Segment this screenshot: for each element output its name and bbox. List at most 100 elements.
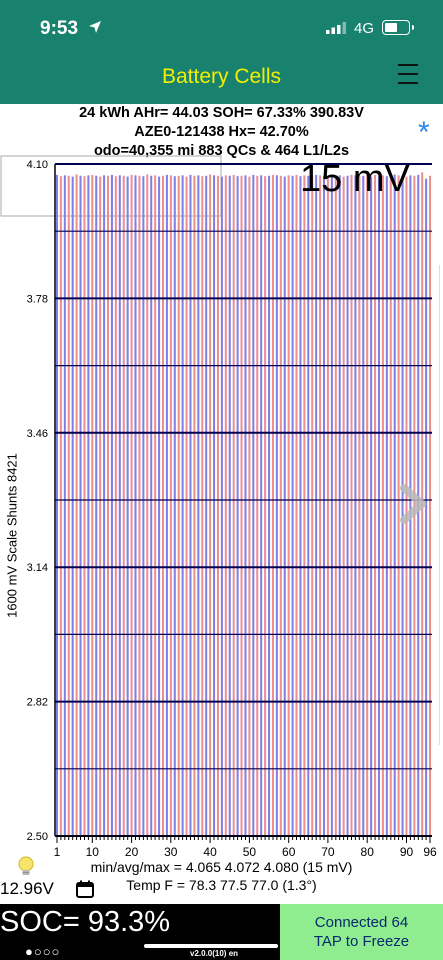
connect-freeze-button[interactable]: Connected 64 TAP to Freeze [280, 904, 443, 960]
cell-bar [95, 175, 98, 836]
aux-battery-voltage: 12.96V [0, 879, 54, 898]
cell-bar [55, 174, 58, 837]
y-axis-title: 1600 mV Scale Shunts 8421 [4, 453, 20, 618]
cell-bar [118, 175, 121, 837]
cell-bar [240, 175, 243, 836]
cell-bar [334, 175, 337, 836]
cell-bar [405, 176, 408, 837]
app-version: v2.0.0(10) en [190, 949, 239, 958]
cell-bar [307, 175, 310, 836]
cell-bar [350, 174, 353, 837]
cell-bar [103, 175, 106, 837]
cell-bar [319, 175, 322, 837]
cell-bar [381, 175, 384, 837]
cell-bar [338, 175, 341, 837]
cell-bar [87, 175, 90, 837]
x-tick-label: 30 [164, 845, 178, 859]
cell-bar [287, 175, 290, 837]
cell-bar [205, 175, 208, 836]
cell-bar [130, 174, 133, 837]
y-tick-label: 2.50 [27, 831, 48, 843]
cell-bar [154, 175, 157, 837]
cell-bar [106, 175, 110, 836]
voltage-stats: min/avg/max = 4.065 4.072 4.080 (15 mV) [90, 859, 353, 875]
menu-icon[interactable] [398, 62, 418, 88]
cell-bar [393, 174, 396, 836]
cell-bar [271, 174, 274, 837]
status-bar: 9:53 4G [0, 0, 443, 56]
page-title: Battery Cells [161, 65, 282, 88]
nav-bar: Battery Cells [0, 56, 443, 104]
cell-bar [99, 176, 102, 837]
y-tick-label: 4.10 [27, 159, 48, 171]
y-tick-label: 3.46 [27, 428, 48, 440]
y-tick-label: 2.82 [27, 697, 48, 709]
pack-info-line3: odo=40,355 mi 883 QCs & 464 L1/L2s [93, 143, 350, 159]
cell-bar [315, 174, 318, 837]
cell-bar [67, 175, 70, 836]
cell-signal-icon [326, 22, 346, 34]
x-tick-label: 40 [203, 845, 217, 859]
cell-bar [134, 175, 137, 837]
cell-bar [220, 176, 223, 837]
cell-bar [303, 175, 306, 837]
lightbulb-icon[interactable] [17, 856, 35, 878]
cell-bar [114, 176, 117, 836]
cell-bar [283, 176, 286, 837]
cell-bar [268, 175, 271, 836]
cell-bar [366, 175, 369, 837]
y-tick-label: 3.78 [27, 293, 48, 305]
cell-bar [279, 175, 282, 836]
cell-bar [295, 174, 298, 837]
cell-bar [401, 175, 404, 836]
cell-bar [374, 174, 377, 837]
cell-bar [126, 176, 129, 837]
cell-bar [354, 175, 357, 837]
cell-bar [260, 175, 263, 837]
cell-bar [59, 176, 62, 836]
x-tick-label: 96 [423, 845, 437, 859]
page-dots[interactable]: ●○○○ [25, 944, 61, 959]
home-indicator[interactable] [144, 944, 278, 948]
mv-spread-overlay: 15 mV [300, 158, 410, 200]
cell-bar [232, 174, 235, 837]
cell-bar [213, 175, 216, 837]
calendar-icon[interactable] [76, 880, 94, 898]
x-tick-label: 70 [321, 845, 335, 859]
cell-bar [201, 176, 204, 836]
cell-bar [252, 174, 255, 837]
cell-bar [161, 175, 165, 836]
chevron-right-icon[interactable] [396, 484, 430, 524]
cell-bar [122, 175, 125, 836]
cell-bar [79, 175, 82, 836]
x-tick-label: 90 [400, 845, 414, 859]
cell-bar [110, 174, 113, 837]
connection-status: Connected 64 [314, 914, 409, 931]
freeze-label: TAP to Freeze [313, 933, 410, 950]
cell-bar [362, 175, 365, 836]
pack-info-line2: AZE0-121438 Hx= 42.70% [134, 124, 309, 140]
cell-bar [248, 176, 251, 837]
cell-bar [158, 176, 161, 837]
x-tick-label: 80 [361, 845, 375, 859]
cell-bar [409, 175, 412, 837]
cell-bar [138, 175, 141, 836]
cell-bar [256, 175, 259, 836]
cell-bar [146, 174, 149, 836]
cell-bar [425, 178, 428, 836]
soc-value: SOC= 93.3% [0, 906, 171, 938]
cell-voltage-chart[interactable]: 4.10 3.78 3.46 3.14 2.82 2.50 1 10 20 30 40 50 60 70 8… [0, 150, 443, 862]
cell-bar [91, 174, 94, 837]
x-tick-label: 60 [282, 845, 296, 859]
cell-bar [189, 174, 192, 837]
x-tick-label: 50 [243, 845, 257, 859]
cell-bar [299, 176, 302, 836]
soc-panel: SOC= 93.3% ●○○○ [0, 904, 280, 960]
star-icon[interactable]: * [418, 116, 430, 149]
cell-bar [322, 175, 326, 836]
pack-info-line1: 24 kWh AHr= 44.03 SOH= 67.33% 390.83V [79, 105, 364, 121]
cell-bar [173, 176, 176, 836]
cell-bar [185, 176, 188, 837]
cell-bar [377, 175, 380, 836]
cell-bar [397, 175, 400, 837]
